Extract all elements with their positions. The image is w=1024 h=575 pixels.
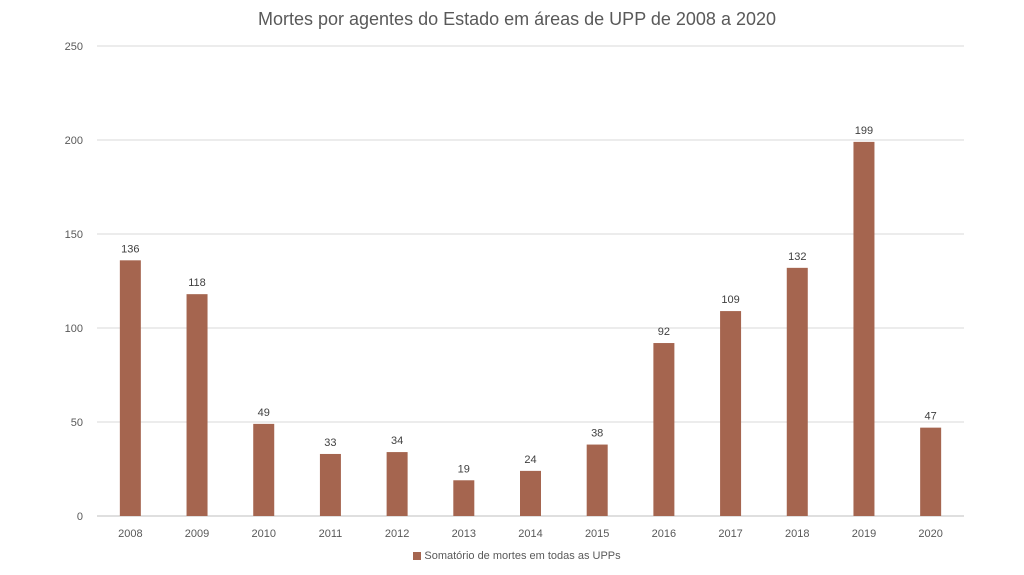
- data-label: 24: [524, 454, 536, 466]
- data-label: 47: [925, 411, 937, 423]
- data-label: 38: [591, 428, 603, 440]
- x-tick-label: 2011: [319, 528, 343, 540]
- bar: [119, 260, 141, 516]
- bar: [920, 427, 942, 516]
- data-label: 109: [721, 294, 739, 306]
- bar: [853, 141, 875, 516]
- data-label: 118: [188, 277, 206, 289]
- data-label: 34: [391, 435, 403, 447]
- x-tick-label: 2010: [251, 528, 275, 540]
- y-tick-label: 150: [65, 229, 83, 241]
- data-label: 19: [458, 463, 470, 475]
- x-tick-label: 2012: [385, 528, 409, 540]
- bar: [653, 343, 675, 516]
- data-label: 92: [658, 326, 670, 338]
- y-tick-label: 50: [71, 417, 83, 429]
- bar: [386, 452, 408, 516]
- legend: Somatório de mortes em todas as UPPs: [0, 550, 1024, 562]
- x-tick-label: 2014: [518, 528, 542, 540]
- chart-title: Mortes por agentes do Estado em áreas de…: [257, 9, 776, 29]
- data-label: 136: [121, 243, 139, 255]
- bar: [786, 267, 808, 516]
- data-label: 132: [788, 251, 806, 263]
- x-tick-label: 2017: [718, 528, 742, 540]
- x-tick-label: 2019: [852, 528, 876, 540]
- y-tick-label: 100: [65, 323, 83, 335]
- bar-chart: 0 50 100 150 200 250 136 2008 118 2009 49 2010 33 201…: [65, 41, 964, 540]
- data-label: 33: [324, 437, 336, 449]
- x-tick-label: 2013: [452, 528, 476, 540]
- bar: [586, 444, 608, 516]
- y-tick-label: 200: [65, 135, 83, 147]
- x-tick-label: 2008: [118, 528, 142, 540]
- x-tick-label: 2016: [652, 528, 676, 540]
- bar: [520, 470, 541, 516]
- data-label: 199: [855, 125, 873, 137]
- bar: [253, 423, 275, 516]
- bar: [453, 480, 475, 516]
- y-tick-label: 250: [65, 41, 83, 53]
- bar: [319, 453, 341, 516]
- y-tick-label: 0: [77, 511, 83, 523]
- x-tick-label: 2009: [185, 528, 209, 540]
- bar: [186, 294, 208, 516]
- x-tick-label: 2018: [785, 528, 809, 540]
- x-tick-label: 2015: [585, 528, 609, 540]
- data-label: 49: [258, 407, 270, 419]
- legend-swatch: [413, 552, 422, 561]
- x-tick-label: 2020: [918, 528, 942, 540]
- bar: [720, 311, 742, 516]
- legend-label: Somatório de mortes em todas as UPPs: [424, 550, 621, 563]
